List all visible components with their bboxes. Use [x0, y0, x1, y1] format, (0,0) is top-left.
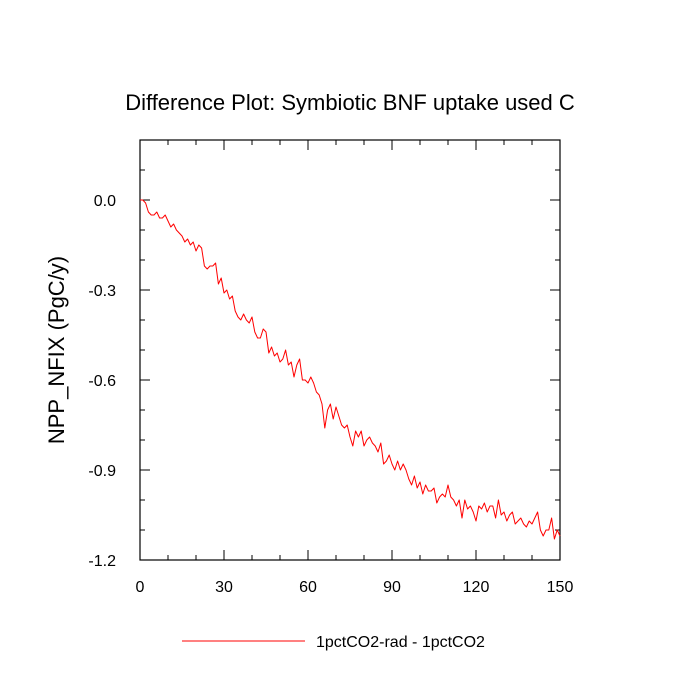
legend: 1pctCO2-rad - 1pctCO2: [182, 634, 485, 651]
x-tick-label: 120: [463, 579, 490, 596]
axis-ticks: [139, 139, 561, 561]
plot-area: 0 30 60 90 120 150 0.0 -0.3 -0.6 -0.9 -1.2: [88, 139, 573, 596]
y-axis-title: NPP_NFIX (PgC/y): [44, 256, 69, 444]
x-tick-label: 150: [547, 579, 574, 596]
x-tick-label: 90: [383, 579, 401, 596]
y-tick-label: -0.3: [88, 283, 116, 300]
x-tick-label: 60: [299, 579, 317, 596]
y-tick-label: -1.2: [88, 553, 116, 570]
series-layer: [140, 199, 561, 540]
y-tick-label: 0.0: [94, 193, 116, 210]
y-tick-label: -0.6: [88, 373, 116, 390]
legend-label: 1pctCO2-rad - 1pctCO2: [316, 634, 485, 651]
axis-tick-labels: 0 30 60 90 120 150 0.0 -0.3 -0.6 -0.9 -1.2: [88, 193, 573, 596]
series-line: [140, 199, 561, 540]
y-tick-label: -0.9: [88, 463, 116, 480]
chart-title: Difference Plot: Symbiotic BNF uptake us…: [125, 90, 575, 115]
x-tick-label: 0: [136, 579, 145, 596]
x-tick-label: 30: [215, 579, 233, 596]
plot-frame: [139, 139, 561, 561]
